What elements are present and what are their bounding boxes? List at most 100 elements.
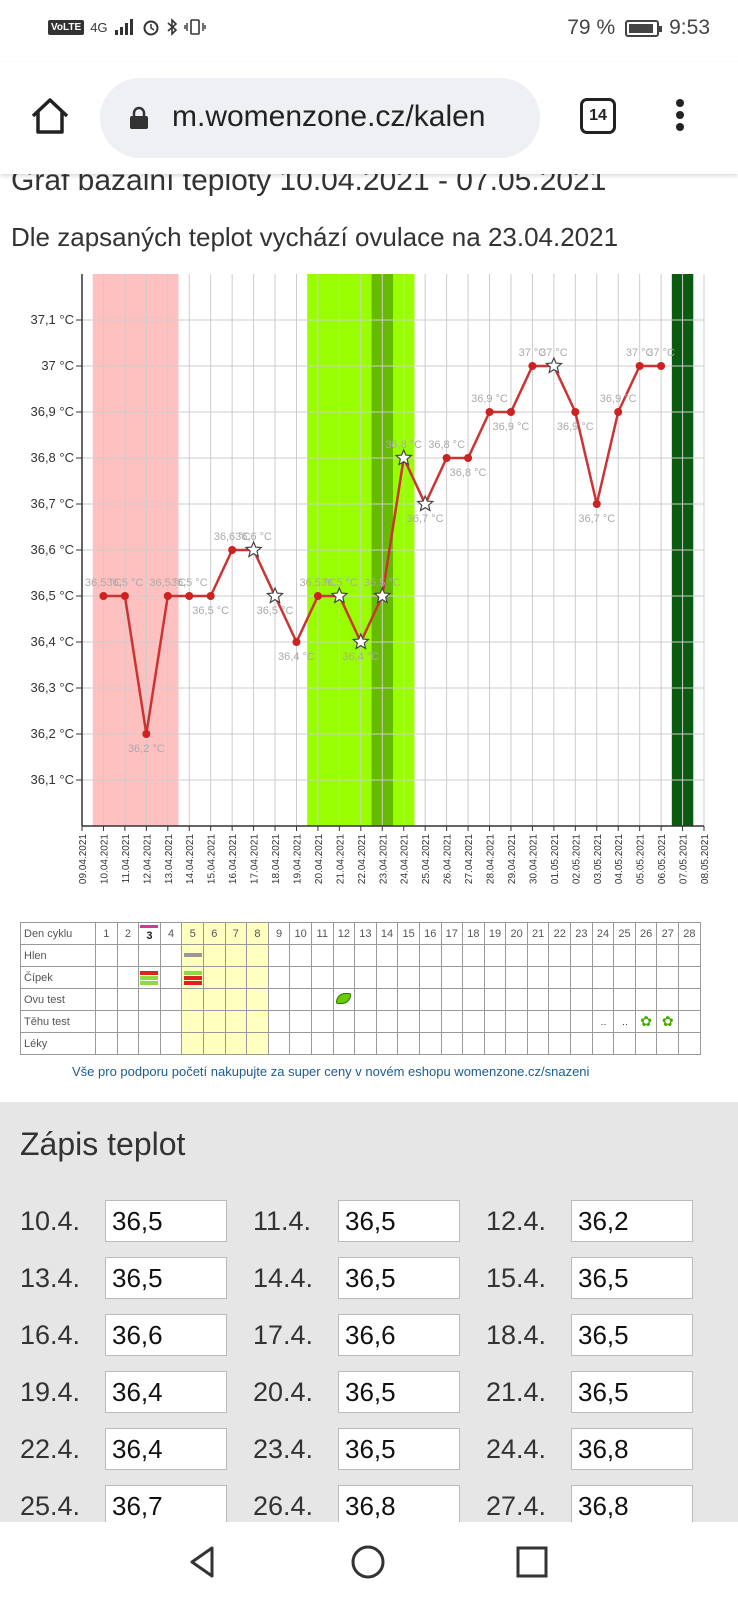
- cycle-cell[interactable]: [224, 1032, 248, 1055]
- cycle-cell[interactable]: [548, 1032, 572, 1055]
- cycle-cell[interactable]: [634, 966, 658, 989]
- cycle-cell[interactable]: [116, 1032, 140, 1055]
- cycle-cell[interactable]: [224, 1010, 248, 1033]
- cycle-cell[interactable]: [224, 966, 248, 989]
- cycle-cell[interactable]: [656, 988, 680, 1011]
- cycle-cell[interactable]: [159, 966, 183, 989]
- cycle-cell[interactable]: [354, 966, 377, 989]
- temperature-input[interactable]: 36,4: [105, 1428, 227, 1470]
- cycle-cell[interactable]: [95, 1032, 118, 1055]
- address-bar[interactable]: m.womenzone.cz/kalen: [100, 78, 540, 158]
- cycle-cell[interactable]: [310, 988, 334, 1011]
- cycle-cell[interactable]: [310, 1010, 334, 1033]
- cycle-cell[interactable]: [332, 988, 356, 1011]
- temperature-input[interactable]: 36,2: [571, 1200, 693, 1242]
- cycle-cell[interactable]: [181, 966, 204, 989]
- cycle-cell[interactable]: 3: [138, 922, 161, 945]
- cycle-cell[interactable]: [246, 944, 269, 967]
- cycle-cell[interactable]: [548, 966, 572, 989]
- temperature-input[interactable]: 36,5: [338, 1200, 460, 1242]
- cycle-cell[interactable]: [505, 988, 528, 1011]
- cycle-cell[interactable]: 11: [310, 922, 334, 945]
- temperature-input[interactable]: 36,5: [338, 1371, 460, 1413]
- cycle-cell[interactable]: [570, 1032, 593, 1055]
- recents-icon[interactable]: [510, 1540, 554, 1584]
- cycle-cell[interactable]: 23: [570, 922, 593, 945]
- cycle-cell[interactable]: [462, 988, 485, 1011]
- cycle-cell[interactable]: [418, 944, 442, 967]
- temperature-input[interactable]: 36,5: [105, 1200, 227, 1242]
- cycle-cell[interactable]: [462, 1010, 485, 1033]
- cycle-cell[interactable]: [462, 966, 485, 989]
- cycle-cell[interactable]: 22: [548, 922, 572, 945]
- cycle-cell[interactable]: [116, 988, 140, 1011]
- cycle-cell[interactable]: [570, 944, 593, 967]
- cycle-cell[interactable]: [505, 1032, 528, 1055]
- cycle-cell[interactable]: [418, 1032, 442, 1055]
- cycle-cell[interactable]: [310, 944, 334, 967]
- cycle-cell[interactable]: [505, 1010, 528, 1033]
- back-icon[interactable]: [180, 1540, 224, 1584]
- cycle-cell[interactable]: [634, 988, 658, 1011]
- cycle-cell[interactable]: [116, 966, 140, 989]
- cycle-cell[interactable]: [634, 944, 658, 967]
- shop-link[interactable]: Vše pro podporu početí nakupujte za supe…: [72, 1064, 590, 1079]
- temperature-input[interactable]: 36,5: [338, 1257, 460, 1299]
- cycle-cell[interactable]: 4: [159, 922, 183, 945]
- cycle-cell[interactable]: [354, 1010, 377, 1033]
- url-text[interactable]: m.womenzone.cz/kalen: [172, 100, 486, 133]
- temperature-input[interactable]: 36,5: [571, 1257, 693, 1299]
- cycle-cell[interactable]: 28: [678, 922, 701, 945]
- cycle-cell[interactable]: [289, 944, 312, 967]
- cycle-cell[interactable]: [397, 988, 420, 1011]
- cycle-cell[interactable]: [462, 944, 485, 967]
- cycle-cell[interactable]: [159, 1010, 183, 1033]
- cycle-cell[interactable]: [95, 988, 118, 1011]
- cycle-cell[interactable]: [397, 1010, 420, 1033]
- cycle-cell[interactable]: [159, 1032, 183, 1055]
- cycle-cell[interactable]: ‥: [591, 1010, 615, 1033]
- cycle-cell[interactable]: [483, 1032, 507, 1055]
- cycle-cell[interactable]: [440, 944, 464, 967]
- cycle-cell[interactable]: [483, 966, 507, 989]
- cycle-cell[interactable]: [397, 966, 420, 989]
- cycle-cell[interactable]: [267, 1032, 291, 1055]
- cycle-cell[interactable]: [138, 1032, 161, 1055]
- cycle-cell[interactable]: 19: [483, 922, 507, 945]
- temperature-input[interactable]: 36,6: [338, 1314, 460, 1356]
- cycle-cell[interactable]: [591, 988, 615, 1011]
- cycle-cell[interactable]: [483, 1010, 507, 1033]
- cycle-cell[interactable]: [548, 944, 572, 967]
- cycle-cell[interactable]: [462, 1032, 485, 1055]
- cycle-cell[interactable]: [375, 944, 399, 967]
- cycle-cell[interactable]: [159, 944, 183, 967]
- cycle-cell[interactable]: ‥: [613, 1010, 636, 1033]
- cycle-cell[interactable]: 16: [418, 922, 442, 945]
- cycle-cell[interactable]: [246, 1032, 269, 1055]
- cycle-cell[interactable]: 12: [332, 922, 356, 945]
- cycle-cell[interactable]: 17: [440, 922, 464, 945]
- cycle-cell[interactable]: [656, 944, 680, 967]
- cycle-cell[interactable]: [95, 944, 118, 967]
- cycle-cell[interactable]: [591, 944, 615, 967]
- cycle-cell[interactable]: 25: [613, 922, 636, 945]
- cycle-cell[interactable]: 27: [656, 922, 680, 945]
- cycle-cell[interactable]: [483, 988, 507, 1011]
- temperature-input[interactable]: 36,5: [571, 1314, 693, 1356]
- cycle-cell[interactable]: [613, 1032, 636, 1055]
- overflow-menu-icon[interactable]: [668, 96, 692, 136]
- cycle-cell[interactable]: [159, 988, 183, 1011]
- cycle-cell[interactable]: [678, 944, 701, 967]
- cycle-cell[interactable]: [526, 988, 550, 1011]
- cycle-cell[interactable]: [332, 1032, 356, 1055]
- tab-switcher-button[interactable]: 14: [580, 98, 616, 134]
- cycle-cell[interactable]: [375, 966, 399, 989]
- cycle-cell[interactable]: 8: [246, 922, 269, 945]
- cycle-cell[interactable]: [418, 988, 442, 1011]
- cycle-cell[interactable]: [332, 944, 356, 967]
- cycle-cell[interactable]: [332, 1010, 356, 1033]
- cycle-cell[interactable]: [526, 966, 550, 989]
- cycle-cell[interactable]: 18: [462, 922, 485, 945]
- cycle-cell[interactable]: [440, 1010, 464, 1033]
- cycle-cell[interactable]: [202, 1032, 226, 1055]
